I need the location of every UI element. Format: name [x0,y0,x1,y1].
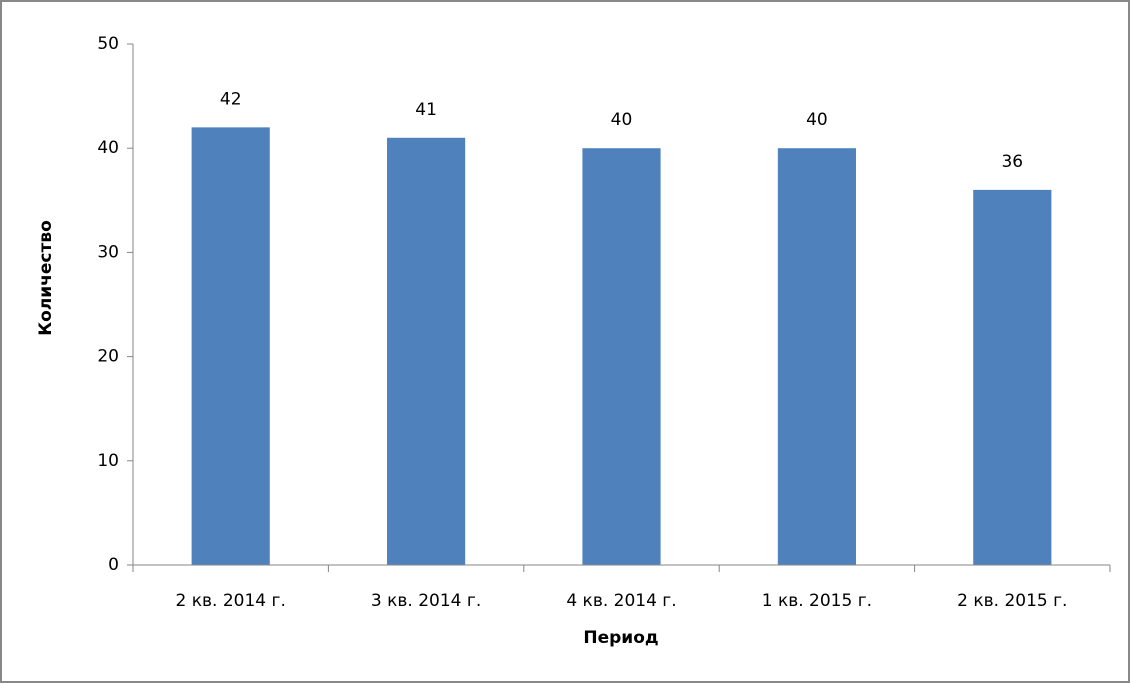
x-tick-label: 4 кв. 2014 г. [566,591,676,611]
y-tick-label: 40 [97,138,119,158]
y-axis-title: Количество [36,220,56,336]
x-tick-label: 2 кв. 2015 г. [957,591,1067,611]
data-label: 36 [1001,152,1023,172]
y-tick-label: 30 [97,242,119,262]
x-tick-label: 1 кв. 2015 г. [762,591,872,611]
bar [777,148,856,565]
x-tick-label: 2 кв. 2014 г. [176,591,286,611]
bar [582,148,661,565]
y-tick-label: 50 [97,34,119,54]
data-label: 40 [611,110,633,130]
data-label: 40 [806,110,828,130]
y-tick-label: 20 [97,347,119,367]
bar [387,137,466,565]
bar [191,127,270,566]
data-label: 41 [415,100,437,120]
data-label: 42 [220,89,242,109]
x-tick-label: 3 кв. 2014 г. [371,591,481,611]
bar [973,189,1052,565]
y-tick-label: 0 [108,555,119,575]
x-axis-title: Период [583,628,658,648]
y-tick-label: 10 [97,451,119,471]
